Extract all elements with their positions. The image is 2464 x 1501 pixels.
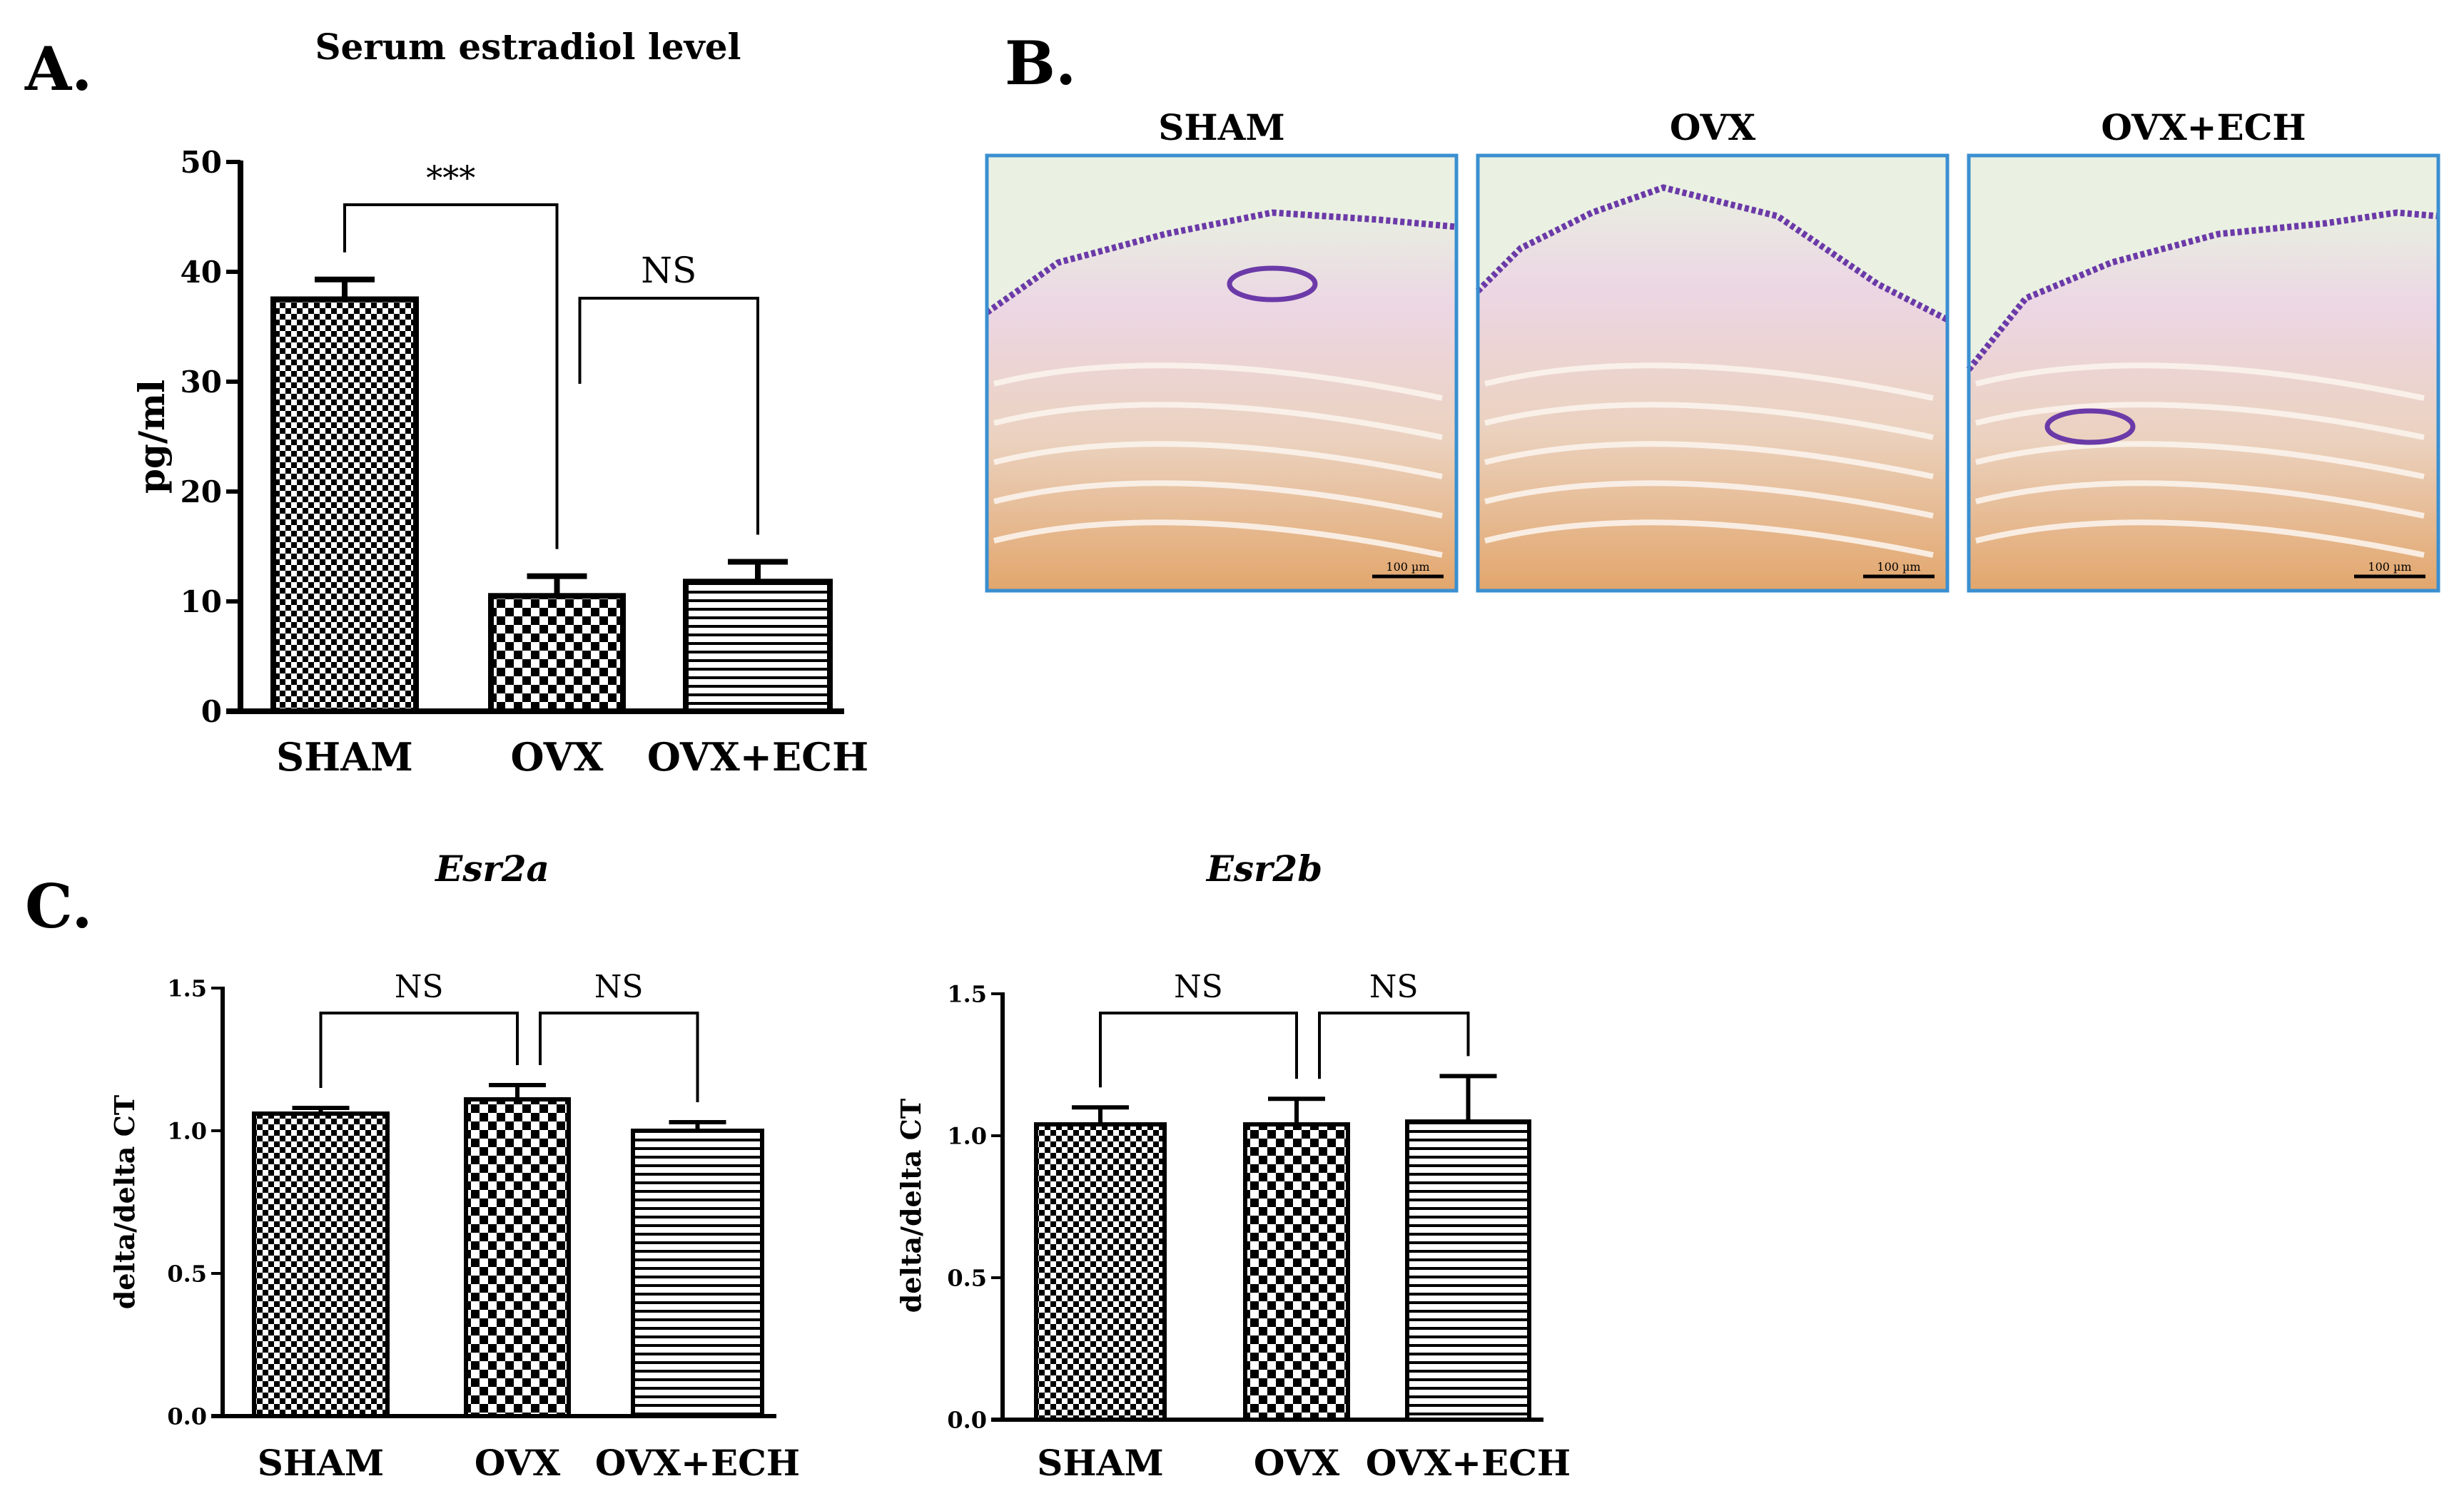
tissue-fibre — [1975, 480, 2425, 519]
tissue-region — [987, 213, 1456, 591]
y-tick-label: 50 — [181, 145, 222, 180]
tissue-fibre — [993, 441, 1443, 479]
tissue-fibre — [1975, 362, 2425, 401]
significance-label: *** — [426, 158, 475, 197]
esr2b-chart: Esr2b delta/delta CT 0.0 0.5 1.0 1.5 SHAM OVX OV… — [895, 848, 1571, 1484]
gland-structure — [1227, 265, 1318, 302]
tissue-region — [1478, 188, 1947, 591]
y-axis-label: pg/ml — [131, 380, 173, 494]
scale-bar-label: 100 µm — [1386, 560, 1429, 574]
bar-ovx-ech — [631, 1129, 764, 1418]
y-tick-label: 40 — [181, 255, 222, 290]
tissue-fibre — [1975, 441, 2425, 479]
micrograph-frame — [1967, 153, 2440, 593]
significance-label: NS — [1369, 969, 1419, 1005]
category-label: OVX — [475, 1442, 560, 1484]
significance-label: NS — [594, 969, 644, 1005]
y-axis-label: delta/delta CT — [108, 1095, 141, 1309]
panel-letter-a: A. — [24, 34, 92, 104]
chart-title: Serum estradiol level — [315, 26, 741, 68]
significance-bracket — [539, 1012, 699, 1102]
tissue-fibre — [993, 519, 1443, 558]
chart-title: Esr2b — [1205, 848, 1322, 890]
gland-structure — [2044, 408, 2136, 445]
category-label: OVX — [511, 734, 604, 780]
significance-bracket — [343, 203, 559, 549]
y-tick-label: 0.0 — [947, 1407, 987, 1434]
bar-ovx-ech — [1405, 1119, 1531, 1422]
esr2a-chart: Esr2a delta/delta CT 0.0 0.5 1.0 1.5 SHAM OVX OV… — [108, 848, 800, 1484]
bar-sham — [270, 296, 419, 714]
y-tick-label: 1.5 — [167, 975, 207, 1002]
chart-title: Esr2a — [434, 848, 549, 890]
category-label: SHAM — [258, 1442, 385, 1484]
category-label: OVX+ECH — [647, 734, 868, 780]
bar-ovx-ech — [683, 579, 833, 715]
significance-bracket — [1318, 1012, 1470, 1079]
y-tick-label: 30 — [181, 365, 222, 400]
y-tick-label: 0 — [201, 694, 222, 729]
bar-sham — [1034, 1122, 1167, 1422]
panel-letter-b: B. — [1005, 28, 1076, 98]
category-label: OVX+ECH — [595, 1442, 800, 1484]
micrograph-ovx-ech: OVX+ECH 100 µm — [1966, 106, 2440, 593]
micrograph-panel: SHAM 100 µm OVX 100 µm OVX+ECH 100 µm — [985, 106, 2440, 593]
micrograph-sham: SHAM 100 µm — [985, 106, 1459, 593]
scale-bar-label: 100 µm — [2368, 560, 2411, 574]
tissue-fibre — [993, 402, 1443, 440]
tissue-fibre — [993, 480, 1443, 519]
significance-bracket — [1099, 1012, 1298, 1088]
micrograph-ovx: OVX 100 µm — [1475, 106, 1950, 593]
micrograph-title: OVX+ECH — [2101, 106, 2306, 148]
micrograph-frame — [985, 153, 1459, 593]
tissue-fibre — [1484, 441, 1934, 479]
bar-sham — [252, 1111, 390, 1418]
category-label: SHAM — [276, 734, 413, 780]
panel-letter-c: C. — [25, 871, 93, 942]
y-tick-label: 1.5 — [947, 981, 987, 1008]
tissue-fibre — [1484, 402, 1934, 440]
significance-label: NS — [395, 969, 444, 1005]
tissue-fibre — [1975, 402, 2425, 440]
significance-label: NS — [641, 250, 696, 291]
micrograph-frame — [1476, 153, 1950, 593]
tissue-fibre — [1484, 519, 1934, 558]
category-label: SHAM — [1037, 1442, 1164, 1484]
bar-ovx — [488, 593, 626, 714]
bar-ovx — [1243, 1122, 1350, 1422]
epithelium-layer — [985, 209, 1457, 315]
micrograph-title: SHAM — [1158, 106, 1285, 148]
tissue-fibre — [1484, 362, 1934, 401]
category-label: OVX+ECH — [1366, 1442, 1571, 1484]
bar-ovx — [464, 1097, 571, 1418]
micrograph-title: OVX — [1670, 106, 1755, 148]
scale-bar-label: 100 µm — [1877, 560, 1920, 574]
tissue-fibre — [1975, 519, 2425, 558]
epithelium-layer — [1475, 184, 1950, 323]
y-tick-label: 1.0 — [947, 1123, 987, 1150]
y-tick-label: 0.5 — [167, 1261, 207, 1288]
y-tick-label: 0.5 — [947, 1265, 987, 1292]
significance-bracket — [578, 297, 759, 535]
y-axis-label: delta/delta CT — [895, 1099, 927, 1313]
category-label: OVX — [1254, 1442, 1339, 1484]
y-tick-label: 10 — [181, 584, 222, 619]
epithelium-layer — [1966, 209, 2439, 372]
y-tick-label: 20 — [181, 474, 222, 509]
y-tick-label: 0.0 — [167, 1403, 207, 1430]
tissue-fibre — [1484, 480, 1934, 519]
significance-bracket — [319, 1012, 519, 1088]
significance-label: NS — [1174, 969, 1223, 1005]
tissue-fibre — [993, 362, 1443, 401]
y-tick-label: 1.0 — [167, 1118, 207, 1145]
serum-estradiol-chart: Serum estradiol level pg/ml 0 10 20 30 40 50 SHA… — [131, 26, 868, 780]
